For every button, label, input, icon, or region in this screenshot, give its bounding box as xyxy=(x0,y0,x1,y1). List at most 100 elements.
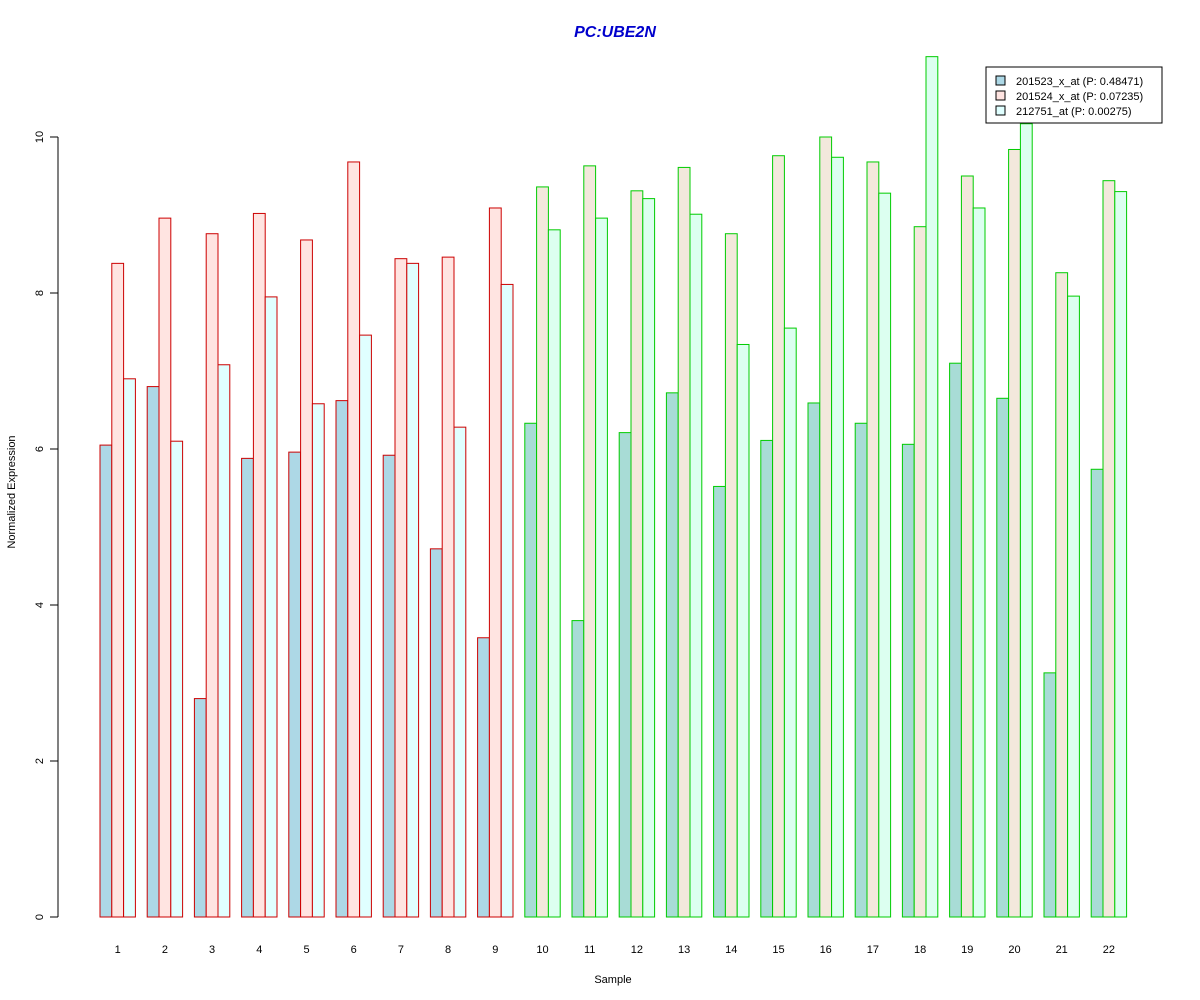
x-tick-label: 18 xyxy=(914,944,926,956)
x-tick-label: 19 xyxy=(961,944,973,956)
bar-sample-12-series-1 xyxy=(618,432,632,918)
x-tick-label: 9 xyxy=(492,944,498,956)
bar-sample-22-series-2 xyxy=(1102,180,1116,918)
bar-sample-2-series-1 xyxy=(146,386,160,918)
y-axis: 0 2 4 6 8 10 xyxy=(34,131,59,920)
bar-sample-12-series-3 xyxy=(642,198,656,918)
bar-sample-21-series-3 xyxy=(1067,295,1080,918)
x-tick-label: 7 xyxy=(398,944,404,956)
bar-sample-13-series-3 xyxy=(689,213,703,918)
bar-sample-9-series-3 xyxy=(500,283,514,918)
bar-sample-10-series-2 xyxy=(536,186,549,918)
legend-swatch-2 xyxy=(995,105,1006,116)
y-tick-label: 4 xyxy=(34,602,46,608)
bar-sample-2-series-3 xyxy=(170,440,184,918)
x-tick-label: 10 xyxy=(536,944,548,956)
bar-sample-7-series-3 xyxy=(406,262,420,918)
bar-sample-2-series-2 xyxy=(158,217,172,918)
x-tick-label: 6 xyxy=(351,944,357,956)
y-axis-label: Normalized Expression xyxy=(6,435,18,548)
legend-box xyxy=(985,66,1163,124)
x-tick-label: 17 xyxy=(867,944,879,956)
bar-sample-15-series-3 xyxy=(783,327,797,918)
bar-sample-18-series-1 xyxy=(901,443,915,918)
legend-swatch-1 xyxy=(995,90,1006,101)
bar-sample-3-series-3 xyxy=(217,364,231,918)
bar-sample-11-series-3 xyxy=(595,217,608,918)
bar-sample-16-series-2 xyxy=(819,136,833,918)
bar-sample-12-series-2 xyxy=(630,190,644,918)
bar-sample-17-series-3 xyxy=(878,192,892,918)
bar-sample-11-series-1 xyxy=(571,620,585,918)
legend: 201523_x_at (P: 0.48471) 201524_x_at (P:… xyxy=(985,66,1163,124)
bar-sample-19-series-2 xyxy=(960,175,974,918)
bar-sample-20-series-2 xyxy=(1008,148,1021,918)
x-tick-label: 1 xyxy=(115,944,121,956)
x-tick-label: 22 xyxy=(1103,944,1115,956)
bar-sample-14-series-1 xyxy=(713,485,726,918)
bar-sample-5-series-2 xyxy=(300,239,313,918)
bar-sample-21-series-1 xyxy=(1043,672,1057,918)
x-tick-label: 15 xyxy=(772,944,784,956)
legend-label-0: 201523_x_at (P: 0.48471) xyxy=(1016,76,1143,88)
bar-sample-16-series-1 xyxy=(807,402,821,918)
bar-sample-4-series-3 xyxy=(264,296,278,918)
bar-sample-7-series-1 xyxy=(382,454,396,918)
x-tick-label: 2 xyxy=(162,944,168,956)
bar-sample-15-series-1 xyxy=(760,439,774,918)
bar-sample-20-series-3 xyxy=(1019,123,1033,918)
bar-sample-5-series-1 xyxy=(288,451,302,918)
x-tick-label: 3 xyxy=(209,944,215,956)
bar-sample-3-series-2 xyxy=(205,233,219,918)
bar-sample-8-series-1 xyxy=(429,548,443,918)
bar-sample-15-series-2 xyxy=(772,155,785,918)
bar-sample-6-series-2 xyxy=(347,161,361,918)
x-tick-label: 11 xyxy=(584,944,595,956)
bar-sample-17-series-2 xyxy=(866,161,880,918)
bar-sample-18-series-2 xyxy=(913,226,927,918)
x-tick-labels: 1 2 3 4 5 6 7 8 9 10 11 12 13 14 15 16 17 18 19 20 21 22 xyxy=(115,944,1115,956)
y-tick-label: 6 xyxy=(34,446,46,452)
bar-sample-9-series-1 xyxy=(477,637,490,918)
bar-sample-5-series-3 xyxy=(311,403,325,918)
chart-title: PC:UBE2N xyxy=(574,24,656,41)
bar-sample-22-series-3 xyxy=(1114,191,1128,918)
bar-sample-10-series-1 xyxy=(524,422,538,918)
bar-sample-14-series-2 xyxy=(724,233,738,918)
x-tick-label: 8 xyxy=(445,944,451,956)
y-ticks: 0 2 4 6 8 10 xyxy=(34,131,58,920)
bar-sample-19-series-1 xyxy=(949,362,962,918)
bar-sample-4-series-2 xyxy=(252,212,266,918)
bar-sample-19-series-3 xyxy=(972,207,986,918)
y-tick-label: 10 xyxy=(34,131,46,143)
legend-label-1: 201524_x_at (P: 0.07235) xyxy=(1016,91,1143,103)
y-tick-label: 8 xyxy=(34,290,46,296)
bar-sample-7-series-2 xyxy=(394,258,408,918)
bar-sample-20-series-1 xyxy=(996,397,1010,918)
bar-sample-22-series-1 xyxy=(1090,468,1104,918)
x-tick-label: 14 xyxy=(725,944,737,956)
bar-sample-11-series-2 xyxy=(583,165,597,918)
bar-sample-6-series-3 xyxy=(359,334,372,918)
bar-sample-3-series-1 xyxy=(193,698,207,918)
bar-sample-8-series-2 xyxy=(441,256,455,918)
x-tick-label: 4 xyxy=(256,944,262,956)
bar-sample-6-series-1 xyxy=(335,400,349,918)
x-tick-label: 13 xyxy=(678,944,690,956)
bar-sample-17-series-1 xyxy=(854,422,868,918)
y-tick-label: 0 xyxy=(34,914,46,920)
x-tick-label: 5 xyxy=(303,944,309,956)
bar-sample-18-series-3 xyxy=(925,56,939,918)
y-tick-label: 2 xyxy=(34,758,46,764)
bar-sample-21-series-2 xyxy=(1055,272,1069,918)
bar-sample-16-series-3 xyxy=(831,156,844,918)
bar-sample-9-series-2 xyxy=(488,207,502,918)
bar-sample-4-series-1 xyxy=(241,457,254,918)
legend-label-2: 212751_at (P: 0.00275) xyxy=(1016,106,1132,118)
legend-swatch-0 xyxy=(995,75,1006,86)
bar-sample-1-series-1 xyxy=(99,444,113,918)
x-tick-label: 12 xyxy=(631,944,643,956)
bar-sample-1-series-2 xyxy=(111,262,125,918)
bar-sample-14-series-3 xyxy=(736,343,750,918)
